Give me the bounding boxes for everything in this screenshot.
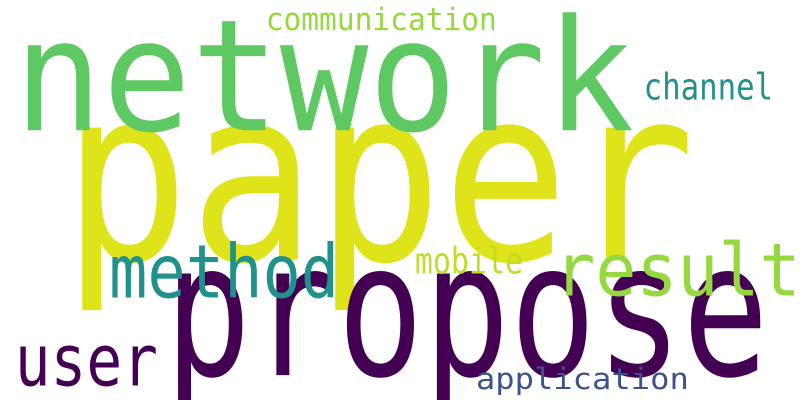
word-method: method [109, 230, 340, 317]
word-application: application [475, 363, 689, 397]
word-network: network [13, 0, 635, 168]
word-propose: propose [164, 202, 769, 400]
word-paper: paper [62, 36, 696, 318]
word-mobile: mobile [414, 241, 524, 284]
word-channel: channel [643, 67, 774, 110]
word-communication: communication [265, 2, 497, 39]
word-result: result [554, 229, 800, 314]
word-user: user [14, 320, 158, 400]
